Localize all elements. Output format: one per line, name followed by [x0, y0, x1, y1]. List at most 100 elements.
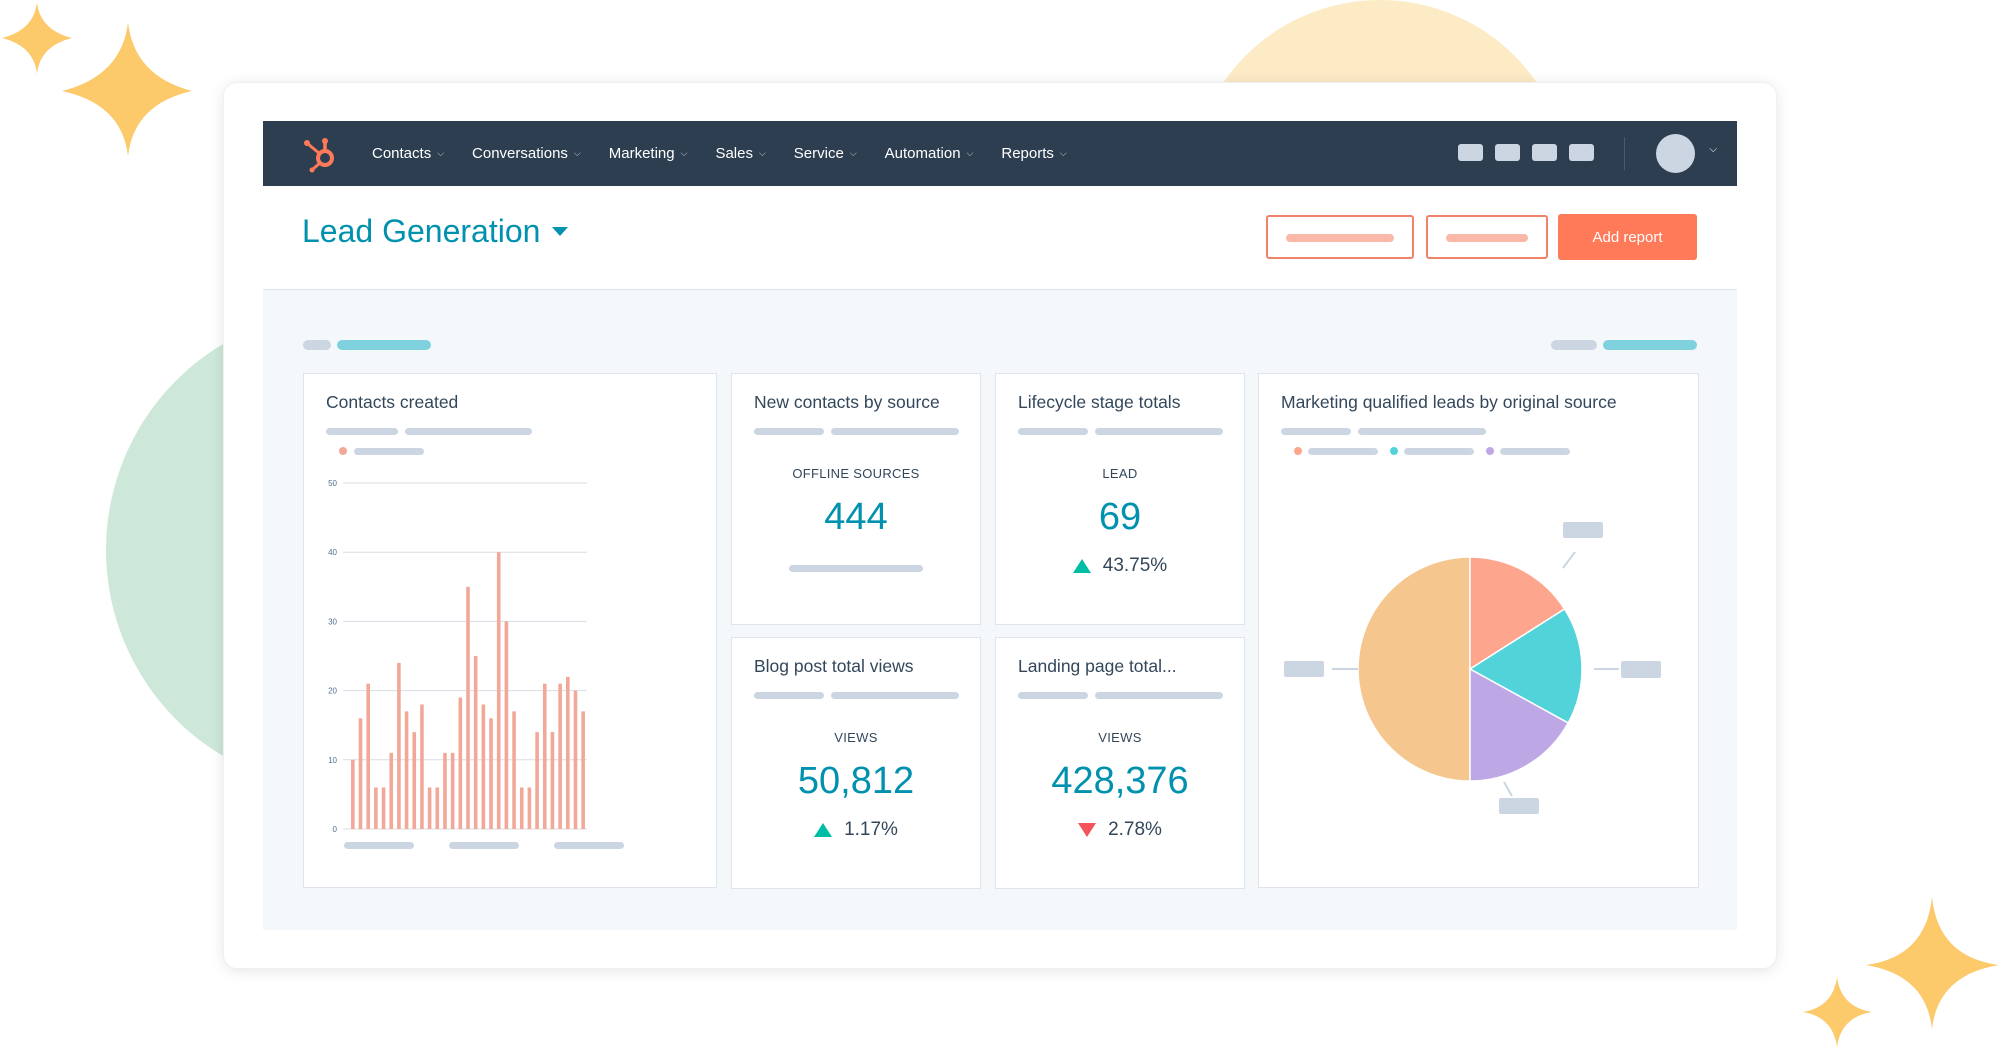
panel-title: Landing page total...	[1018, 656, 1177, 676]
bar[interactable]	[427, 787, 432, 829]
bar[interactable]	[443, 752, 447, 829]
bar[interactable]	[435, 787, 440, 829]
bar[interactable]	[550, 732, 555, 829]
y-tick-label: 10	[328, 756, 337, 765]
trend-up-icon	[1072, 559, 1091, 573]
chevron-down-icon: ⌵	[1059, 148, 1067, 158]
main-menu: Contacts ⌵ Conversations ⌵ Marketing ⌵ Sale…	[372, 121, 1095, 186]
chevron-down-icon[interactable]: ⌵	[1709, 144, 1717, 155]
bar[interactable]	[374, 787, 378, 829]
kpi-label: VIEWS	[1098, 730, 1142, 745]
pie-label-placeholder	[1284, 661, 1324, 677]
mql-panel[interactable]: Marketing qualified leads by original so…	[1258, 373, 1699, 888]
filter-placeholder[interactable]	[337, 340, 431, 350]
bar[interactable]	[573, 690, 578, 829]
chevron-down-icon: ⌵	[680, 148, 688, 158]
bar[interactable]	[519, 787, 524, 829]
y-tick-label: 0	[333, 825, 338, 834]
utility-icon[interactable]	[1495, 144, 1520, 161]
pie-leader-line	[1503, 781, 1513, 797]
caret-down-icon	[552, 227, 569, 236]
nav-item-contacts[interactable]: Contacts ⌵	[372, 145, 445, 162]
y-tick-label: 40	[328, 548, 337, 557]
pie-label-placeholder	[1621, 661, 1661, 678]
bar[interactable]	[504, 621, 509, 829]
page-title[interactable]: Lead Generation	[302, 213, 569, 250]
kpi-value: 444	[824, 496, 888, 538]
bar[interactable]	[496, 552, 501, 829]
pie-slice[interactable]	[1357, 556, 1471, 782]
nav-item-automation[interactable]: Automation ⌵	[884, 145, 974, 162]
filter-placeholder[interactable]	[303, 340, 331, 350]
pie-leader-line	[1562, 551, 1576, 569]
bar[interactable]	[527, 787, 532, 829]
pie-slice[interactable]	[1469, 667, 1570, 782]
bar[interactable]	[358, 718, 363, 829]
chevron-down-icon: ⌵	[573, 148, 581, 158]
filter-placeholder[interactable]	[1551, 340, 1597, 350]
landing-views-panel[interactable]: Landing page total... VIEWS 428,376 2.78…	[995, 637, 1245, 889]
dashboard-window: Contacts ⌵ Conversations ⌵ Marketing ⌵ Sale…	[223, 82, 1777, 969]
panel-title: Lifecycle stage totals	[1018, 392, 1181, 412]
avatar[interactable]	[1656, 134, 1695, 173]
pie-label-placeholder	[1563, 522, 1603, 538]
bar[interactable]	[558, 683, 562, 829]
y-tick-label: 50	[328, 479, 337, 488]
chevron-down-icon: ⌵	[849, 148, 857, 158]
contacts-bar-chart: 50 40 30 20 10 0	[328, 479, 587, 834]
bar[interactable]	[351, 759, 355, 829]
hubspot-sprocket-icon[interactable]	[301, 133, 341, 173]
kpi-value: 428,376	[1051, 760, 1189, 802]
bar[interactable]	[404, 711, 409, 829]
lifecycle-panel[interactable]: Lifecycle stage totals LEAD 69 43.75%	[995, 373, 1245, 625]
kpi-change: 1.17%	[732, 819, 980, 841]
trend-down-icon	[1078, 823, 1097, 837]
utility-icon[interactable]	[1569, 144, 1594, 161]
contacts-created-panel[interactable]: Contacts created 50 40 30 20 10 0	[303, 373, 717, 888]
bar[interactable]	[397, 662, 401, 829]
top-navigation-bar: Contacts ⌵ Conversations ⌵ Marketing ⌵ Sale…	[263, 121, 1737, 186]
nav-item-conversations[interactable]: Conversations ⌵	[472, 145, 581, 162]
bar[interactable]	[389, 752, 394, 829]
bar[interactable]	[381, 787, 386, 829]
bar[interactable]	[581, 711, 585, 829]
bar[interactable]	[542, 683, 547, 829]
bar[interactable]	[489, 718, 493, 829]
pie-slice[interactable]	[1468, 607, 1583, 724]
nav-item-service[interactable]: Service ⌵	[793, 145, 857, 162]
nav-item-reports[interactable]: Reports ⌵	[1001, 145, 1067, 162]
secondary-button[interactable]	[1426, 215, 1548, 259]
nav-item-marketing[interactable]: Marketing ⌵	[608, 145, 688, 162]
bar[interactable]	[412, 732, 417, 829]
kpi-value: 69	[1098, 496, 1142, 538]
y-tick-label: 20	[328, 687, 337, 696]
legend-dot	[1390, 447, 1398, 455]
bar[interactable]	[535, 732, 539, 829]
panel-title: Contacts created	[326, 392, 459, 412]
bar[interactable]	[458, 697, 463, 829]
sparkle-icon	[2, 2, 192, 156]
panel-title: New contacts by source	[754, 392, 940, 412]
bar[interactable]	[566, 676, 570, 829]
secondary-button[interactable]	[1266, 215, 1414, 259]
bar[interactable]	[473, 656, 478, 829]
bar[interactable]	[420, 704, 424, 829]
bar[interactable]	[466, 586, 470, 829]
add-report-button[interactable]: Add report	[1558, 214, 1697, 260]
nav-item-sales[interactable]: Sales ⌵	[715, 145, 766, 162]
bar[interactable]	[481, 704, 486, 829]
legend-dot	[1294, 447, 1302, 455]
utility-icon[interactable]	[1458, 144, 1483, 161]
pie-slice[interactable]	[1469, 556, 1566, 671]
chevron-down-icon: ⌵	[437, 148, 445, 158]
bar[interactable]	[512, 711, 516, 829]
utility-icons	[1446, 144, 1594, 161]
new-contacts-panel[interactable]: New contacts by source OFFLINE SOURCES 4…	[731, 373, 981, 625]
bar[interactable]	[450, 752, 455, 829]
kpi-label: LEAD	[1102, 466, 1138, 481]
filter-placeholder[interactable]	[1603, 340, 1697, 350]
utility-icon[interactable]	[1532, 144, 1557, 161]
blog-views-panel[interactable]: Blog post total views VIEWS 50,812 1.17%	[731, 637, 981, 889]
bar[interactable]	[366, 683, 370, 829]
y-tick-label: 30	[328, 617, 337, 626]
